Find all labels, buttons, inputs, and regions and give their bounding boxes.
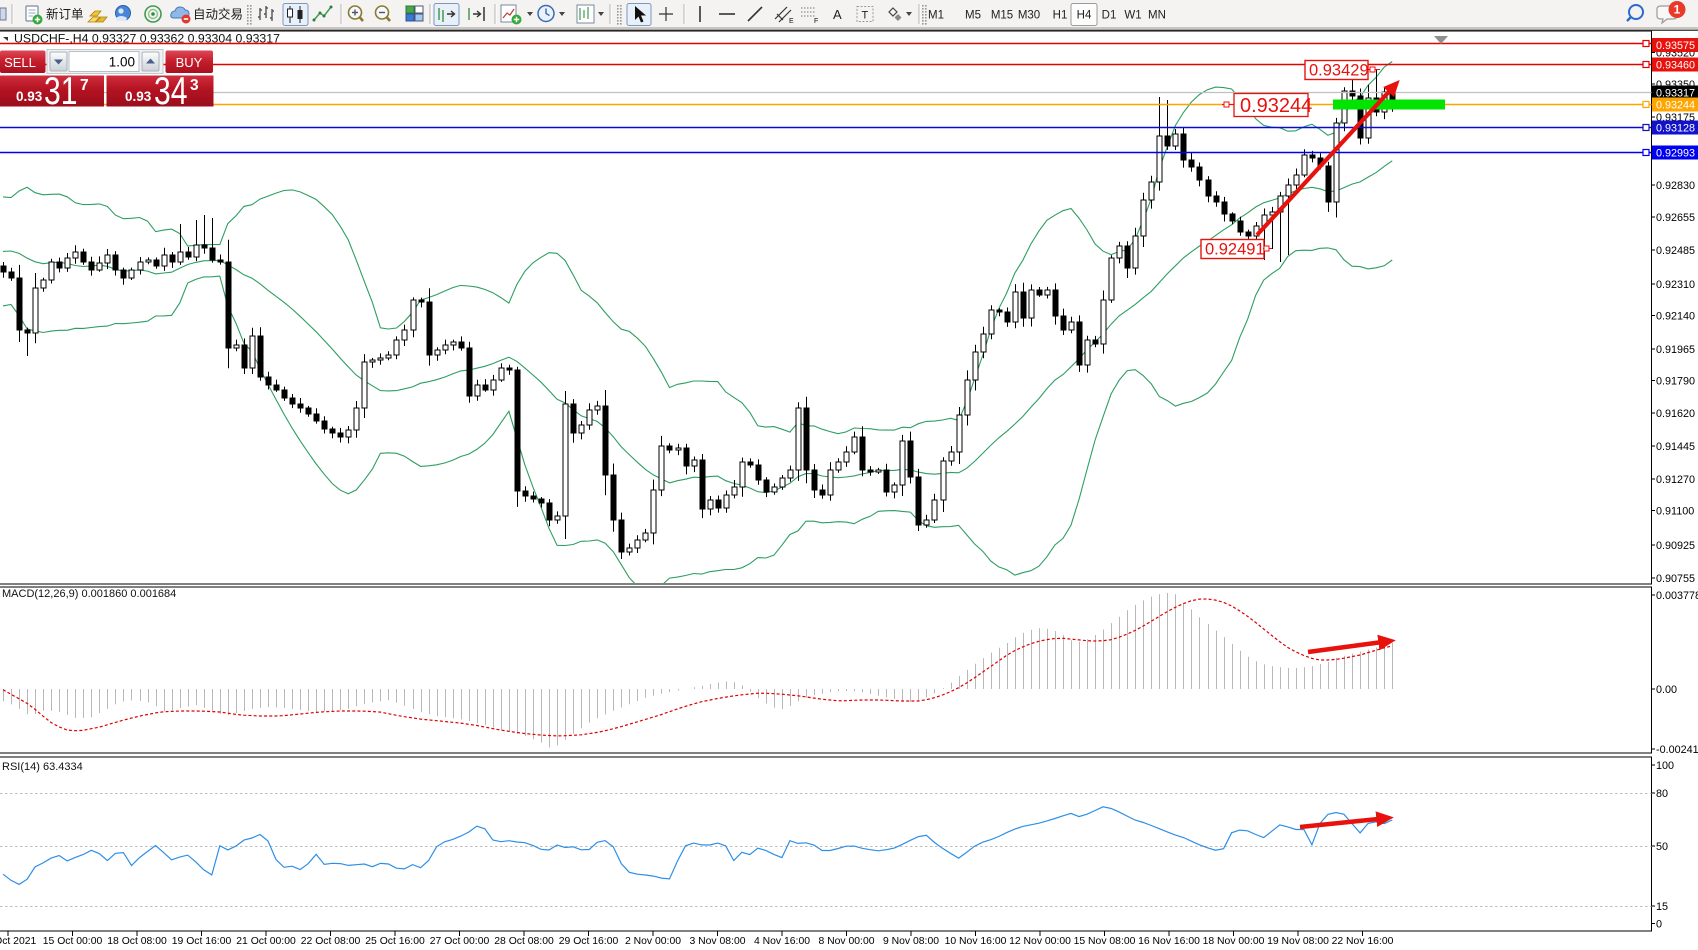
svg-text:25 Oct 16:00: 25 Oct 16:00 [365, 936, 425, 947]
svg-text:0.91620: 0.91620 [1656, 408, 1695, 420]
svg-text:0.93244: 0.93244 [1240, 95, 1312, 117]
svg-text:0.00: 0.00 [1656, 684, 1677, 696]
svg-text:9 Nov 08:00: 9 Nov 08:00 [883, 936, 939, 947]
svg-text:29 Oct 16:00: 29 Oct 16:00 [559, 936, 619, 947]
svg-text:0.91270: 0.91270 [1656, 474, 1695, 486]
svg-text:50: 50 [1656, 841, 1668, 853]
svg-text:MACD(12,26,9) 0.001860 0.00168: MACD(12,26,9) 0.001860 0.001684 [2, 588, 176, 600]
svg-text:12 Nov 00:00: 12 Nov 00:00 [1009, 936, 1071, 947]
svg-text:19 Nov 08:00: 19 Nov 08:00 [1267, 936, 1329, 947]
svg-text:0.92491: 0.92491 [1205, 241, 1265, 259]
svg-text:0.003778: 0.003778 [1656, 590, 1698, 602]
svg-text:0.93317: 0.93317 [1656, 88, 1695, 100]
svg-text:0.93575: 0.93575 [1656, 40, 1695, 52]
svg-text:0.93244: 0.93244 [1656, 100, 1695, 112]
svg-text:2 Nov 00:00: 2 Nov 00:00 [625, 936, 681, 947]
svg-text:0.91965: 0.91965 [1656, 344, 1695, 356]
svg-text:自动交易: 自动交易 [193, 7, 243, 22]
svg-text:7: 7 [80, 77, 89, 94]
svg-text:1: 1 [1674, 3, 1681, 17]
svg-text:0.93429: 0.93429 [1309, 62, 1369, 80]
svg-text:10 Nov 16:00: 10 Nov 16:00 [945, 936, 1007, 947]
svg-text:新订单: 新订单 [46, 7, 84, 22]
svg-text:18 Nov 00:00: 18 Nov 00:00 [1203, 936, 1265, 947]
svg-text:T: T [862, 10, 869, 22]
svg-text:4 Nov 16:00: 4 Nov 16:00 [754, 936, 810, 947]
svg-text:0.93128: 0.93128 [1656, 123, 1695, 135]
svg-text:0.91445: 0.91445 [1656, 441, 1695, 453]
svg-text:A: A [833, 7, 842, 22]
svg-text:3: 3 [190, 77, 199, 94]
svg-text:0.93460: 0.93460 [1656, 60, 1695, 72]
svg-text:100: 100 [1656, 760, 1674, 772]
svg-text:H4: H4 [1077, 10, 1092, 22]
svg-text:-0.002419: -0.002419 [1656, 744, 1698, 756]
svg-text:22 Oct 08:00: 22 Oct 08:00 [301, 936, 361, 947]
svg-text:0.92310: 0.92310 [1656, 279, 1695, 291]
svg-text:0.91790: 0.91790 [1656, 376, 1695, 388]
svg-text:M15: M15 [991, 10, 1013, 22]
svg-text:0.93: 0.93 [125, 89, 152, 104]
svg-text:MN: MN [1148, 10, 1166, 22]
svg-text:15 Nov 08:00: 15 Nov 08:00 [1074, 936, 1136, 947]
svg-text:M1: M1 [928, 10, 944, 22]
svg-text:3 Nov 08:00: 3 Nov 08:00 [689, 936, 745, 947]
svg-text:0.92655: 0.92655 [1656, 212, 1695, 224]
svg-text:15: 15 [1656, 901, 1668, 913]
svg-text:E: E [789, 18, 794, 25]
svg-text:0.92993: 0.92993 [1656, 148, 1695, 160]
svg-text:28 Oct 08:00: 28 Oct 08:00 [494, 936, 554, 947]
svg-text:SELL: SELL [4, 55, 36, 70]
svg-text:M5: M5 [965, 10, 981, 22]
svg-text:19 Oct 16:00: 19 Oct 16:00 [172, 936, 232, 947]
svg-text:0.92485: 0.92485 [1656, 245, 1695, 257]
svg-text:0.90925: 0.90925 [1656, 540, 1695, 552]
svg-text:0.91100: 0.91100 [1656, 506, 1694, 518]
svg-text:8 Nov 00:00: 8 Nov 00:00 [818, 936, 874, 947]
svg-text:31: 31 [44, 70, 78, 113]
svg-text:M30: M30 [1018, 10, 1040, 22]
svg-text:80: 80 [1656, 788, 1668, 800]
svg-text:21 Oct 00:00: 21 Oct 00:00 [236, 936, 296, 947]
svg-text:14 Oct 2021: 14 Oct 2021 [0, 936, 37, 947]
svg-text:D1: D1 [1102, 10, 1117, 22]
svg-text:W1: W1 [1124, 10, 1141, 22]
svg-text:F: F [814, 18, 818, 25]
svg-text:22 Nov 16:00: 22 Nov 16:00 [1332, 936, 1394, 947]
svg-text:1.00: 1.00 [109, 55, 135, 70]
svg-text:BUY: BUY [176, 55, 203, 70]
svg-text:H1: H1 [1053, 10, 1068, 22]
svg-text:16 Nov 16:00: 16 Nov 16:00 [1138, 936, 1200, 947]
svg-text:34: 34 [154, 70, 188, 113]
svg-text:0.93: 0.93 [16, 89, 43, 104]
svg-text:0.92830: 0.92830 [1656, 180, 1695, 192]
svg-text:0: 0 [1656, 919, 1662, 931]
svg-text:0.92140: 0.92140 [1656, 311, 1695, 323]
svg-text:0.90755: 0.90755 [1656, 573, 1695, 585]
svg-text:18 Oct 08:00: 18 Oct 08:00 [107, 936, 167, 947]
svg-text:RSI(14) 63.4334: RSI(14) 63.4334 [2, 761, 83, 773]
svg-text:USDCHF-,H4 0.93327 0.93362 0.: USDCHF-,H4 0.93327 0.93362 0.93304 0.933… [14, 32, 280, 46]
svg-text:27 Oct 00:00: 27 Oct 00:00 [430, 936, 490, 947]
svg-text:15 Oct 00:00: 15 Oct 00:00 [43, 936, 103, 947]
